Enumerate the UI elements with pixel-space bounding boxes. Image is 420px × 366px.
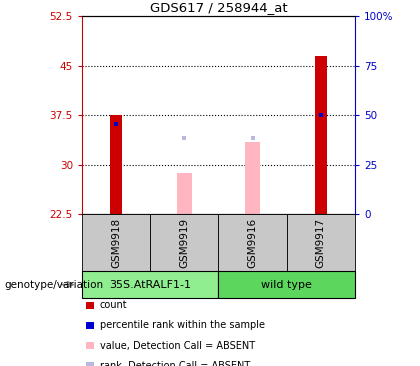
Text: count: count (100, 300, 128, 310)
Bar (177, 173, 192, 214)
Text: genotype/variation: genotype/variation (4, 280, 103, 290)
Text: GSM9919: GSM9919 (179, 217, 189, 268)
Text: GSM9918: GSM9918 (111, 217, 121, 268)
Title: GDS617 / 258944_at: GDS617 / 258944_at (150, 1, 287, 14)
Text: wild type: wild type (261, 280, 312, 290)
Bar (110, 115, 122, 214)
Text: GSM9916: GSM9916 (247, 217, 257, 268)
Text: percentile rank within the sample: percentile rank within the sample (100, 320, 265, 330)
Text: 35S.AtRALF1-1: 35S.AtRALF1-1 (109, 280, 191, 290)
Bar (245, 142, 260, 214)
Text: value, Detection Call = ABSENT: value, Detection Call = ABSENT (100, 340, 255, 351)
Bar (315, 56, 327, 214)
Text: GSM9917: GSM9917 (316, 217, 326, 268)
Text: rank, Detection Call = ABSENT: rank, Detection Call = ABSENT (100, 361, 250, 366)
